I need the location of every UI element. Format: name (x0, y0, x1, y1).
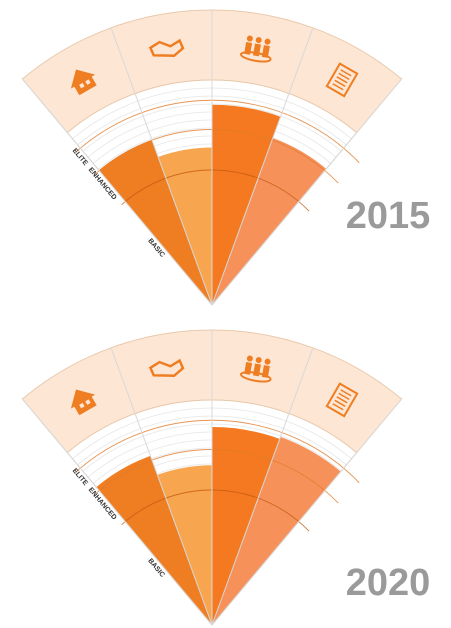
sector-icon (325, 382, 359, 418)
icon-window (79, 402, 85, 409)
icon-window (79, 82, 85, 89)
icon-doc-line (340, 389, 352, 397)
chart-title: 2020 (346, 562, 431, 604)
sector-bar (212, 137, 327, 305)
icon-doc-line (340, 69, 352, 77)
sector-icon (148, 358, 185, 378)
icon-head (255, 37, 262, 44)
icon-head (246, 35, 253, 42)
sector-bar (212, 436, 341, 625)
icon-doc-line (332, 403, 344, 411)
sector-divider (21, 398, 213, 626)
tick-arc (94, 129, 339, 184)
sector-bar (212, 104, 281, 305)
sector-bar (99, 140, 212, 305)
icon-doc-line (336, 396, 348, 404)
icon-doc (325, 382, 359, 418)
sector-divider (110, 347, 213, 626)
icon-ring (239, 371, 272, 383)
sector-divider (211, 78, 403, 306)
sector-icon (70, 69, 97, 96)
icon-window (85, 399, 91, 405)
sector-bar (96, 455, 212, 625)
sector-icon (325, 62, 359, 98)
icon-hands (148, 358, 185, 378)
icon-ring (239, 51, 272, 63)
sector-divider (211, 27, 314, 306)
icon-head (264, 358, 271, 365)
icon-house (70, 389, 97, 416)
sector-bar (157, 465, 212, 625)
tick-arc (74, 419, 360, 484)
icon-hands (148, 38, 185, 58)
icon-house (70, 69, 97, 96)
icon-head (246, 355, 253, 362)
sector-divider (21, 78, 213, 306)
sector-bar (158, 147, 212, 305)
sector-divider (211, 347, 314, 626)
icon-window (85, 79, 91, 85)
icon-doc-line (334, 399, 346, 407)
icon-doc-line (334, 79, 346, 87)
chart-title: 2015 (346, 195, 431, 237)
tick-arc (74, 99, 360, 164)
sector-divider (110, 27, 213, 306)
icon-doc-line (332, 83, 344, 91)
icon-doc-line (338, 72, 350, 81)
tick-arc (94, 449, 339, 504)
sector-icon (239, 355, 272, 383)
sector-bar (212, 427, 280, 625)
icon-doc-line (338, 392, 350, 401)
sector-icon (239, 35, 272, 63)
icon-head (255, 357, 262, 364)
icon-doc (325, 62, 359, 98)
icon-doc-line (336, 76, 348, 84)
icon-head (264, 38, 271, 45)
sector-icon (148, 38, 185, 58)
tick-arc (121, 489, 310, 532)
tick-arc (121, 169, 310, 212)
sector-icon (70, 389, 97, 416)
sector-divider (211, 398, 403, 626)
